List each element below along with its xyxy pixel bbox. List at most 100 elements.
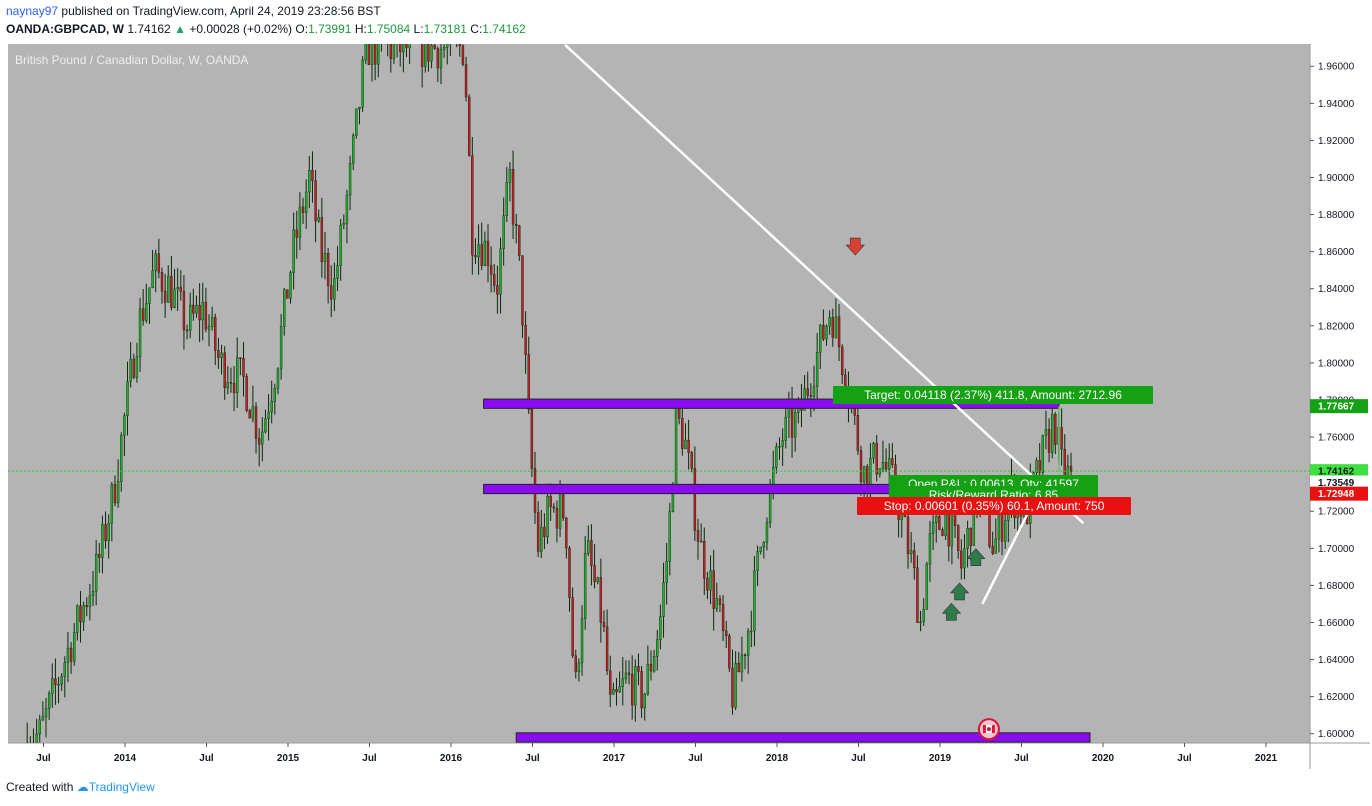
candle-bull — [154, 253, 157, 271]
price-scale[interactable] — [1310, 44, 1370, 743]
x-tick-label: 2021 — [1255, 753, 1278, 764]
candle-bear — [571, 597, 574, 656]
candle-bear — [464, 64, 468, 98]
author-link[interactable]: naynay97 — [6, 4, 59, 18]
candle-series — [26, 27, 1073, 743]
candle-bull — [107, 522, 110, 542]
candle-bear — [725, 630, 728, 637]
candle-bear — [790, 407, 794, 438]
candle-bull — [345, 194, 349, 224]
created-with-text: Created with — [6, 780, 74, 794]
candle-bear — [706, 578, 709, 591]
candle-bear — [223, 352, 226, 389]
candle-bull — [928, 533, 932, 565]
y-tick-label: 1.88000 — [1318, 210, 1355, 221]
candle-bull — [715, 598, 719, 609]
y-tick-label: 1.90000 — [1318, 173, 1355, 184]
candle-bear — [728, 635, 731, 669]
candle-bear — [217, 350, 220, 358]
candle-bear — [875, 442, 878, 475]
candle-bull — [1041, 435, 1045, 473]
candle-bull — [364, 44, 367, 61]
candle-bear — [703, 541, 706, 579]
candle-bull — [1051, 413, 1054, 453]
candle-bull — [38, 719, 41, 735]
x-tick-label: Jul — [362, 753, 377, 764]
y-tick-label: 1.60000 — [1318, 729, 1355, 740]
candle-bear — [518, 225, 521, 256]
candle-bull — [624, 672, 628, 680]
price-tag-label: 1.72948 — [1318, 489, 1355, 500]
candle-bull — [772, 467, 775, 485]
candle-bull — [387, 43, 389, 44]
tradingview-brand[interactable]: TradingView — [88, 780, 155, 794]
time-scale[interactable] — [8, 743, 1370, 769]
candle-bull — [333, 278, 336, 300]
candle-bull — [289, 272, 292, 299]
x-tick-label: Jul — [688, 753, 703, 764]
candle-bull — [123, 415, 126, 436]
candle-bear — [245, 376, 248, 411]
candle-bull — [935, 516, 938, 523]
candle-bear — [712, 570, 715, 609]
candle-bull — [236, 357, 239, 393]
candle-bear — [248, 410, 251, 419]
candle-bear — [132, 358, 135, 378]
candle-bear — [170, 276, 173, 308]
y-tick-label: 1.76000 — [1318, 433, 1355, 444]
high-label: H: — [354, 22, 367, 36]
candle-bull — [587, 540, 590, 554]
candle-bull — [116, 481, 120, 504]
candle-bull — [392, 44, 396, 59]
candle-bull — [35, 733, 38, 743]
candle-bear — [320, 217, 324, 263]
candle-bull — [361, 59, 364, 108]
candle-bear — [562, 494, 565, 519]
candle-bear — [822, 324, 825, 340]
candle-bear — [521, 255, 524, 326]
candle-bear — [496, 285, 499, 295]
candle-bear — [1047, 429, 1051, 453]
candle-bull — [709, 570, 712, 591]
candle-bear — [185, 329, 189, 332]
candle-bear — [1069, 465, 1073, 472]
candle-bull — [505, 182, 508, 216]
y-tick-label: 1.82000 — [1318, 321, 1355, 332]
open-label: O: — [295, 22, 309, 36]
candle-bull — [88, 595, 92, 607]
target-label-box — [833, 386, 1153, 404]
candle-bear — [415, 30, 417, 38]
candle-bull — [740, 654, 744, 673]
candle-bull — [261, 431, 264, 445]
candle-bear — [947, 509, 950, 547]
candle-bear — [311, 169, 314, 181]
candle-bear — [555, 507, 559, 529]
candle-bull — [173, 288, 176, 308]
candle-bear — [493, 274, 496, 286]
candle-bull — [618, 686, 621, 693]
candle-bull — [931, 522, 935, 534]
candle-bear — [649, 663, 653, 672]
candle-bull — [63, 662, 67, 677]
candle-bear — [295, 229, 298, 238]
candle-bull — [323, 252, 327, 263]
low-value: 1.73181 — [423, 22, 467, 36]
candle-bull — [210, 317, 214, 327]
candle-bull — [819, 324, 822, 353]
y-tick-label: 1.70000 — [1318, 544, 1355, 555]
candle-bull — [621, 678, 624, 687]
x-tick-label: Jul — [199, 753, 214, 764]
candle-bull — [994, 538, 997, 554]
candle-bear — [367, 44, 371, 65]
candle-bull — [251, 406, 255, 419]
candle-bull — [270, 400, 273, 413]
candle-bull — [765, 522, 769, 543]
y-tick-label: 1.68000 — [1318, 581, 1355, 592]
candle-bear — [530, 409, 534, 469]
candle-bull — [499, 248, 502, 295]
candle-bear — [380, 27, 382, 35]
candle-bear — [590, 540, 593, 566]
y-tick-label: 1.92000 — [1318, 136, 1355, 147]
candle-bull — [442, 47, 446, 50]
